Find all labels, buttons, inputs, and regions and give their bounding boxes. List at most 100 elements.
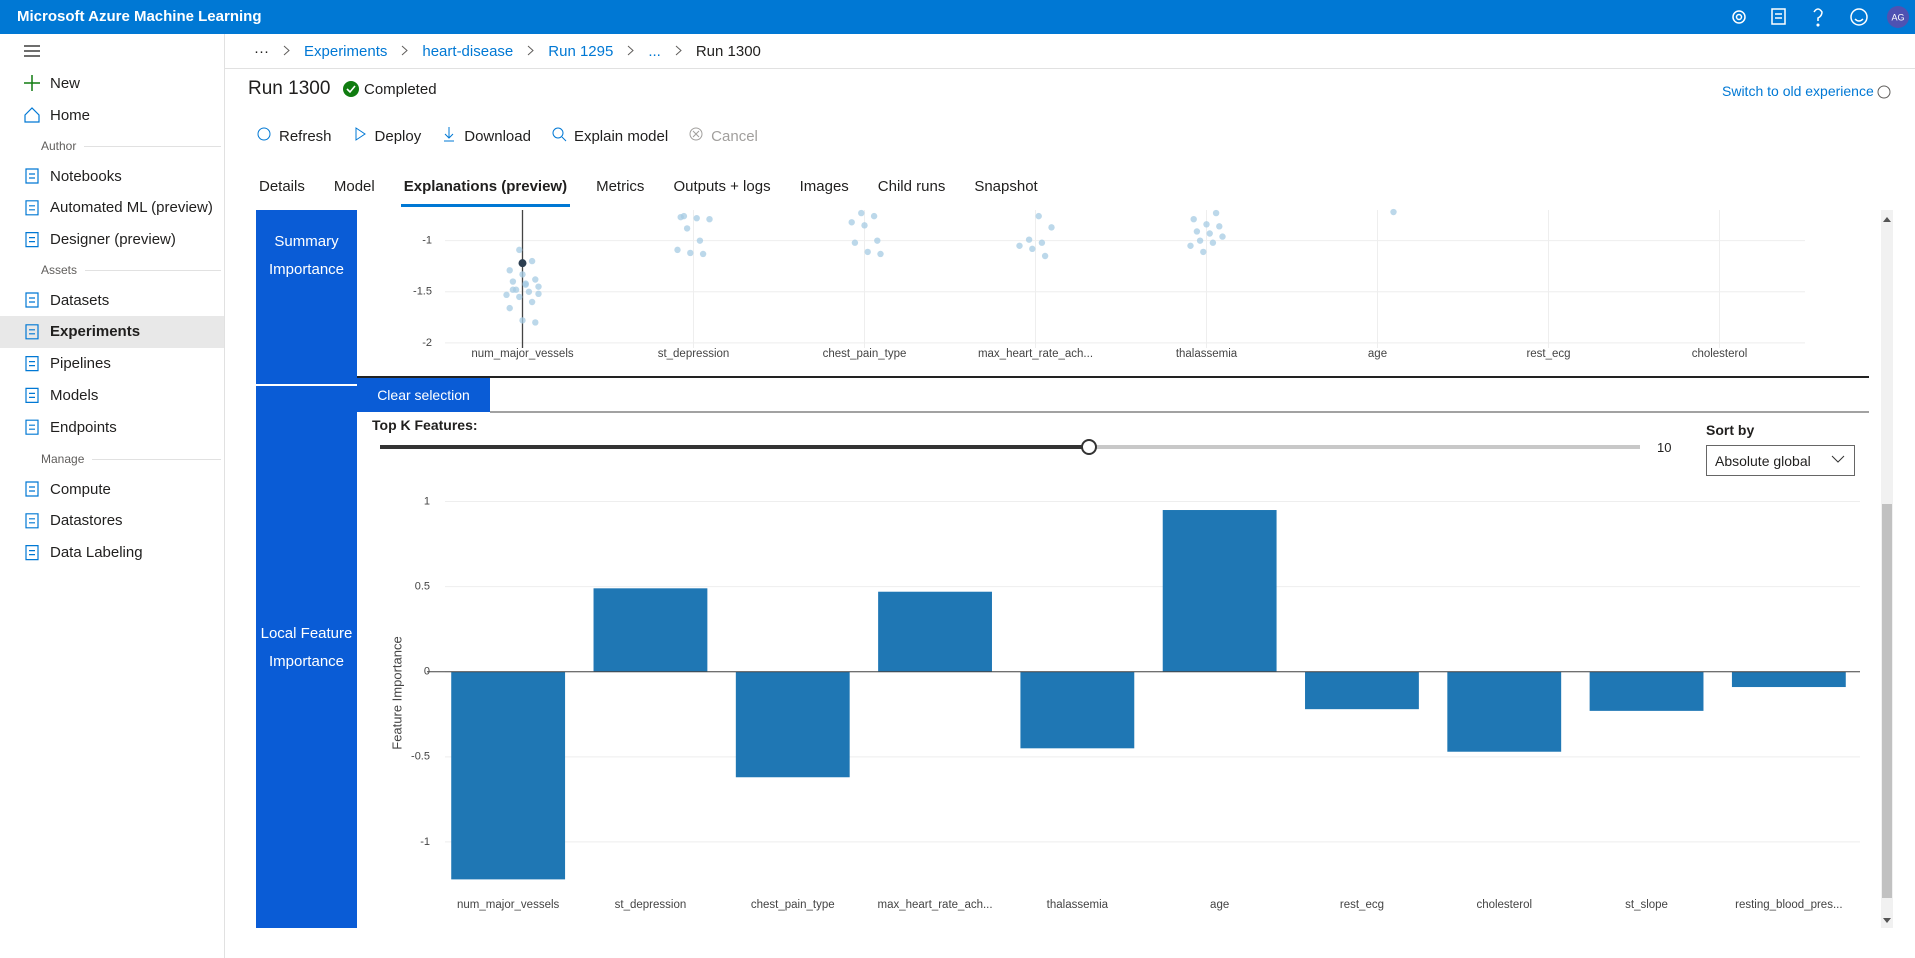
point xyxy=(677,213,684,221)
toolbar-label: Cancel xyxy=(711,127,758,145)
tab[interactable]: Details xyxy=(259,178,305,195)
point xyxy=(532,276,539,283)
x-tick-label: rest_ecg xyxy=(1340,899,1384,911)
point xyxy=(1029,245,1036,253)
toolbar-label: Deploy xyxy=(374,127,422,145)
nav-item[interactable]: Experiments xyxy=(0,315,224,348)
nav-label: Data Labeling xyxy=(50,544,143,562)
x-tick-label: st_depression xyxy=(615,899,687,911)
point xyxy=(516,246,523,254)
point xyxy=(1035,212,1042,220)
nav-item[interactable]: Models xyxy=(0,379,224,411)
nav-item[interactable]: Endpoints xyxy=(0,411,224,443)
tab[interactable]: Explanations (preview) xyxy=(400,178,571,207)
breadcrumb-item[interactable]: Experiments xyxy=(304,42,388,60)
point xyxy=(1200,248,1207,256)
x-tick-label: cholesterol xyxy=(1692,348,1748,360)
point xyxy=(503,291,510,299)
point xyxy=(680,212,688,220)
point xyxy=(506,304,513,312)
chevron xyxy=(283,43,290,60)
point xyxy=(522,281,529,288)
point xyxy=(1203,221,1210,228)
point xyxy=(516,293,523,301)
nav-item[interactable]: Home xyxy=(0,99,224,131)
breadcrumb-item[interactable]: ··· xyxy=(254,42,269,60)
clear-selection-button[interactable]: Clear selection xyxy=(357,377,490,412)
nav-item[interactable]: Data Labeling xyxy=(0,537,224,569)
y-tick-label: -1 xyxy=(422,235,432,247)
point xyxy=(851,239,859,246)
bar xyxy=(1447,671,1562,752)
scrollbar-thumb[interactable] xyxy=(1882,504,1892,898)
x-tick-label: cholesterol xyxy=(1476,899,1532,911)
chevron xyxy=(675,43,682,60)
y-tick-label: 0.5 xyxy=(415,581,430,593)
divider xyxy=(256,384,357,386)
toolbar-button[interactable]: Refresh xyxy=(256,126,332,146)
toolbar-icon xyxy=(441,126,457,146)
tab[interactable]: Model xyxy=(333,178,375,195)
y-axis-label: Feature Importance xyxy=(389,636,404,749)
toolbar-button[interactable]: Deploy xyxy=(352,126,422,146)
nav-label: Notebooks xyxy=(50,167,122,185)
nav-item[interactable]: New xyxy=(0,67,224,99)
point xyxy=(864,248,871,256)
breadcrumb-item[interactable]: Run 1295 xyxy=(548,42,614,60)
point xyxy=(696,237,704,244)
nav-item[interactable]: Designer (preview) xyxy=(0,224,224,256)
sort-dropdown[interactable]: Absolute global xyxy=(1706,445,1855,476)
app-title[interactable]: Microsoft Azure Machine Learning xyxy=(17,8,262,25)
top-bar xyxy=(0,0,1915,34)
scrollbar[interactable] xyxy=(1881,210,1893,928)
nav-section: Assets xyxy=(41,263,221,277)
tab[interactable]: Snapshot xyxy=(974,178,1038,195)
help-icon[interactable] xyxy=(1877,85,1891,99)
nav-item[interactable]: Automated ML (preview) xyxy=(0,192,224,224)
point xyxy=(1209,239,1217,246)
status-check xyxy=(346,85,356,94)
tab[interactable]: Outputs + logs xyxy=(673,178,771,195)
nav-item[interactable]: Datasets xyxy=(0,284,224,316)
slider-thumb[interactable] xyxy=(1081,439,1097,455)
point xyxy=(1216,223,1223,230)
breadcrumb-item[interactable]: Run 1300 xyxy=(695,42,761,60)
y-tick-label: -1 xyxy=(420,836,430,848)
point xyxy=(1016,242,1023,249)
sort-value: Absolute global xyxy=(1715,452,1811,469)
nav-section: Manage xyxy=(41,452,221,466)
toolbar-button[interactable]: Download xyxy=(441,126,531,146)
breadcrumb-item[interactable]: ... xyxy=(648,42,661,60)
bar xyxy=(735,671,850,778)
point xyxy=(1048,224,1055,231)
tab[interactable]: Metrics xyxy=(596,178,645,195)
nav-label: Home xyxy=(50,106,91,124)
x-tick-label: chest_pain_type xyxy=(751,899,835,911)
toolbar-button[interactable]: Explain model xyxy=(551,126,668,146)
bar xyxy=(1305,671,1419,710)
point xyxy=(706,216,713,223)
bar xyxy=(1731,671,1846,688)
nav-item[interactable]: Pipelines xyxy=(0,348,224,380)
tabs: Details Model Explanations (preview) Metric… xyxy=(259,178,1038,207)
toolbar-icon xyxy=(551,126,567,146)
scroll-arrows[interactable] xyxy=(1883,217,1891,923)
chevron xyxy=(527,43,535,60)
status-icon xyxy=(343,81,359,97)
nav-label: Experiments xyxy=(50,323,141,341)
tab[interactable]: Child runs xyxy=(877,178,946,195)
point xyxy=(687,249,694,257)
point xyxy=(525,288,533,295)
point xyxy=(506,267,513,274)
switch-link[interactable]: Switch to old experience xyxy=(1722,83,1874,99)
y-tick-label: -1.5 xyxy=(413,286,432,298)
nav-item[interactable]: Notebooks xyxy=(0,160,224,192)
nav-item[interactable]: Datastores xyxy=(0,505,224,537)
breadcrumb-item[interactable]: heart-disease xyxy=(422,42,514,60)
nav-item[interactable]: Compute xyxy=(0,473,224,505)
breadcrumb: ··· Experiments heart-disease Run 1295... Ru… xyxy=(254,42,761,60)
toolbar-button[interactable]: Cancel xyxy=(688,126,758,146)
point xyxy=(1390,208,1397,216)
tab[interactable]: Images xyxy=(799,178,849,195)
point xyxy=(528,257,536,265)
